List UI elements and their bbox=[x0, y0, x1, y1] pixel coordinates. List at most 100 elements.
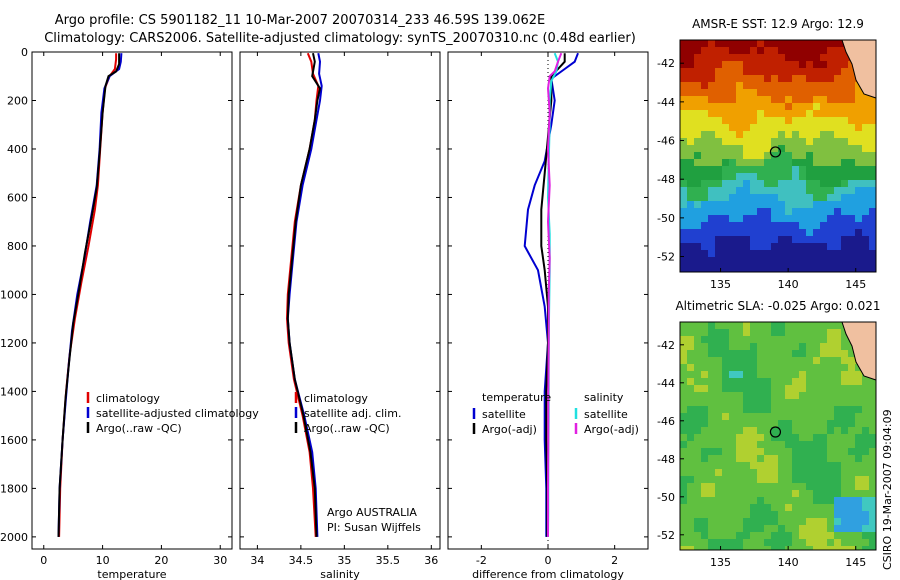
sla_map-cell bbox=[743, 399, 750, 406]
sst_map-cell bbox=[848, 61, 855, 68]
depth-tick-label: 200 bbox=[7, 94, 28, 107]
sla_map-cell bbox=[680, 476, 687, 483]
sla_map-cell bbox=[694, 378, 701, 385]
sst_map-cell bbox=[750, 257, 757, 264]
sla_map-cell bbox=[729, 504, 736, 511]
sla_map-cell bbox=[729, 490, 736, 497]
sst_map-cell bbox=[806, 110, 813, 117]
sst_map-cell bbox=[736, 89, 743, 96]
sla_map-cell bbox=[848, 406, 855, 413]
sst_map-cell bbox=[792, 250, 799, 257]
sst_map-cell bbox=[736, 229, 743, 236]
sla_map-cell bbox=[841, 455, 848, 462]
sla_map-cell bbox=[701, 476, 708, 483]
sst_map-cell bbox=[813, 208, 820, 215]
sla_map-cell bbox=[806, 525, 813, 532]
sst_map-cell bbox=[827, 236, 834, 243]
sst_map-cell bbox=[736, 110, 743, 117]
sla_map-cell bbox=[764, 539, 771, 546]
sla_map-cell bbox=[771, 455, 778, 462]
sla_map-cell bbox=[701, 364, 708, 371]
sla_map-cell bbox=[715, 518, 722, 525]
sst_map-cell bbox=[694, 110, 701, 117]
sla_map-cell bbox=[736, 546, 743, 550]
sst_map-cell bbox=[771, 222, 778, 229]
temperature-xlabel: temperature bbox=[97, 568, 166, 580]
sla_map-cell bbox=[694, 399, 701, 406]
sst_map-cell bbox=[680, 229, 687, 236]
sst_map-cell bbox=[785, 110, 792, 117]
sst_map-cell bbox=[743, 54, 750, 61]
sla_map-cell bbox=[722, 329, 729, 336]
sst_map-cell bbox=[708, 47, 715, 54]
sla_map-ytick-label: -50 bbox=[657, 491, 675, 504]
sla_map-cell bbox=[757, 490, 764, 497]
sst_map-cell bbox=[813, 152, 820, 159]
salinity-xtick-label: 36 bbox=[424, 554, 438, 567]
sst_map-cell bbox=[862, 243, 869, 250]
sst_map-cell bbox=[715, 229, 722, 236]
sla_map-cell bbox=[869, 462, 876, 469]
sst_map-cell bbox=[827, 89, 834, 96]
sst_map-cell bbox=[764, 173, 771, 180]
sla_map-cell bbox=[799, 546, 806, 550]
sla_map-cell bbox=[806, 392, 813, 399]
sst_map-cell bbox=[736, 208, 743, 215]
sst_map-cell bbox=[729, 61, 736, 68]
sla_map-cell bbox=[813, 518, 820, 525]
sst_map-cell bbox=[848, 124, 855, 131]
sst_map-cell bbox=[841, 236, 848, 243]
sst_map-cell bbox=[750, 75, 757, 82]
sst_map-cell bbox=[799, 117, 806, 124]
sla_map-cell bbox=[855, 385, 862, 392]
sst_map-cell bbox=[750, 54, 757, 61]
sla_map-ytick-label: -46 bbox=[657, 415, 675, 428]
sla_map-cell bbox=[701, 378, 708, 385]
sla_map-cell bbox=[722, 399, 729, 406]
sla_map-cell bbox=[715, 350, 722, 357]
sst_map-cell bbox=[729, 68, 736, 75]
sst_map-cell bbox=[687, 68, 694, 75]
sst_map-cell bbox=[792, 75, 799, 82]
sla_map-cell bbox=[834, 322, 841, 329]
sla_map-cell bbox=[827, 441, 834, 448]
sla_map-cell bbox=[694, 350, 701, 357]
sst_map-cell bbox=[841, 264, 848, 271]
sst_map-ytick-label: -46 bbox=[657, 135, 675, 148]
sla_map-cell bbox=[855, 448, 862, 455]
sla_map-cell bbox=[834, 378, 841, 385]
sst_map-cell bbox=[820, 138, 827, 145]
sst_map-cell bbox=[827, 208, 834, 215]
sla_map-cell bbox=[757, 483, 764, 490]
sla_map-cell bbox=[750, 385, 757, 392]
sla_map-cell bbox=[827, 322, 834, 329]
sst_map-cell bbox=[848, 103, 855, 110]
sla_map-cell bbox=[869, 441, 876, 448]
sst_map-cell bbox=[827, 264, 834, 271]
sst_map-cell bbox=[785, 201, 792, 208]
sst_map-cell bbox=[827, 173, 834, 180]
sst_map-cell bbox=[785, 75, 792, 82]
sst_map-cell bbox=[743, 61, 750, 68]
sla_map-cell bbox=[806, 322, 813, 329]
sla_map-cell bbox=[820, 343, 827, 350]
sla_map-cell bbox=[848, 497, 855, 504]
sla_map-cell bbox=[813, 371, 820, 378]
sst_map-cell bbox=[792, 96, 799, 103]
sla_map-cell bbox=[827, 448, 834, 455]
sla_map-cell bbox=[722, 350, 729, 357]
sla_map-cell bbox=[785, 364, 792, 371]
sla_map-cell bbox=[785, 539, 792, 546]
sst_map-cell bbox=[708, 264, 715, 271]
sla_map-cell bbox=[736, 518, 743, 525]
sla_map-cell bbox=[834, 399, 841, 406]
sst_map-cell bbox=[701, 75, 708, 82]
sst_map-cell bbox=[778, 89, 785, 96]
sst_map-cell bbox=[736, 82, 743, 89]
sla_map-cell bbox=[799, 322, 806, 329]
sst_map-cell bbox=[750, 110, 757, 117]
sla_map-cell bbox=[855, 364, 862, 371]
sla_map-cell bbox=[722, 525, 729, 532]
sla_map-cell bbox=[848, 476, 855, 483]
sst_map-cell bbox=[722, 222, 729, 229]
